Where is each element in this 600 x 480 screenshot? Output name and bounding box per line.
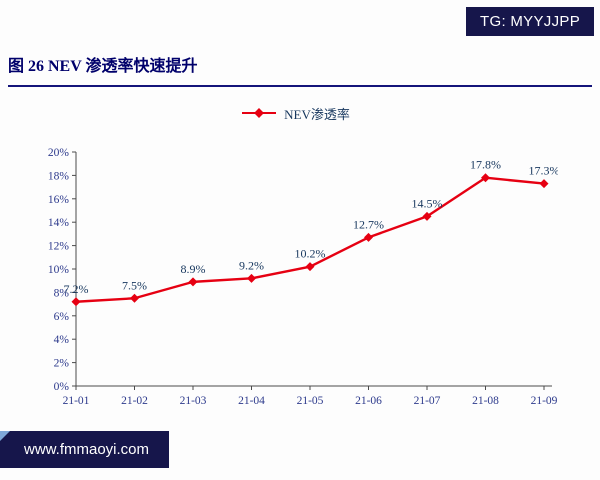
figure-title: 图 26 NEV 渗透率快速提升 xyxy=(8,52,592,87)
nev-penetration-chart: NEV渗透率 0% 2% 4% 6% 8% 10% 12% 14% 16% 18% 20% 21-01… xyxy=(34,104,560,423)
svg-text:21-03: 21-03 xyxy=(180,395,207,407)
svg-text:20%: 20% xyxy=(48,147,70,159)
svg-text:7.5%: 7.5% xyxy=(122,278,147,292)
svg-text:12%: 12% xyxy=(48,241,70,253)
website-badge: www.fmmaoyi.com xyxy=(0,431,170,468)
svg-text:7.2%: 7.2% xyxy=(64,282,89,296)
website-badge-label: www.fmmaoyi.com xyxy=(24,441,150,458)
legend-line-marker-icon xyxy=(242,108,277,118)
svg-text:10%: 10% xyxy=(48,264,70,276)
svg-text:21-02: 21-02 xyxy=(121,395,148,407)
svg-text:4%: 4% xyxy=(54,334,70,346)
svg-text:12.7%: 12.7% xyxy=(353,217,384,231)
svg-text:21-06: 21-06 xyxy=(355,395,382,407)
svg-text:8.9%: 8.9% xyxy=(181,262,206,276)
diamond-marker-icon xyxy=(254,108,265,118)
svg-text:8%: 8% xyxy=(54,287,70,299)
svg-text:21-01: 21-01 xyxy=(63,395,90,407)
svg-text:21-08: 21-08 xyxy=(472,395,499,407)
svg-text:14%: 14% xyxy=(48,217,70,229)
svg-text:6%: 6% xyxy=(54,311,70,323)
svg-text:0%: 0% xyxy=(54,381,70,393)
corner-accent-icon xyxy=(0,431,10,441)
svg-text:14.5%: 14.5% xyxy=(412,196,443,210)
svg-text:17.3%: 17.3% xyxy=(529,164,559,178)
line-chart-svg: 0% 2% 4% 6% 8% 10% 12% 14% 16% 18% 20% 21-01 21-02 21… xyxy=(48,147,560,407)
svg-text:16%: 16% xyxy=(48,194,70,206)
svg-text:17.8%: 17.8% xyxy=(470,158,501,172)
chart-legend: NEV渗透率 xyxy=(34,104,558,122)
svg-text:9.2%: 9.2% xyxy=(239,258,264,272)
svg-text:21-05: 21-05 xyxy=(297,395,324,407)
svg-text:2%: 2% xyxy=(54,358,70,370)
svg-text:21-04: 21-04 xyxy=(238,395,265,407)
svg-text:21-09: 21-09 xyxy=(531,395,558,407)
legend-label: NEV渗透率 xyxy=(284,106,350,122)
watermark-tg-badge: TG: MYYJJPP xyxy=(466,7,594,36)
svg-text:21-07: 21-07 xyxy=(414,395,441,407)
svg-text:10.2%: 10.2% xyxy=(295,247,326,261)
svg-text:18%: 18% xyxy=(48,170,70,182)
